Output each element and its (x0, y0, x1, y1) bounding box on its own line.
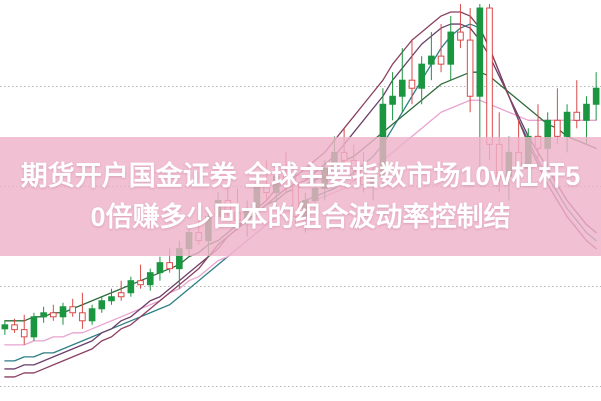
promo-banner-background (0, 137, 601, 256)
headline-line-2: 0倍赚多少回本的组合波动率控制结 (90, 201, 511, 232)
promo-banner: 期货开户国金证券 全球主要指数市场10w杠杆5 0倍赚多少回本的组合波动率控制结 (0, 137, 601, 256)
headline-line-1: 期货开户国金证券 全球主要指数市场10w杠杆5 (20, 160, 581, 191)
